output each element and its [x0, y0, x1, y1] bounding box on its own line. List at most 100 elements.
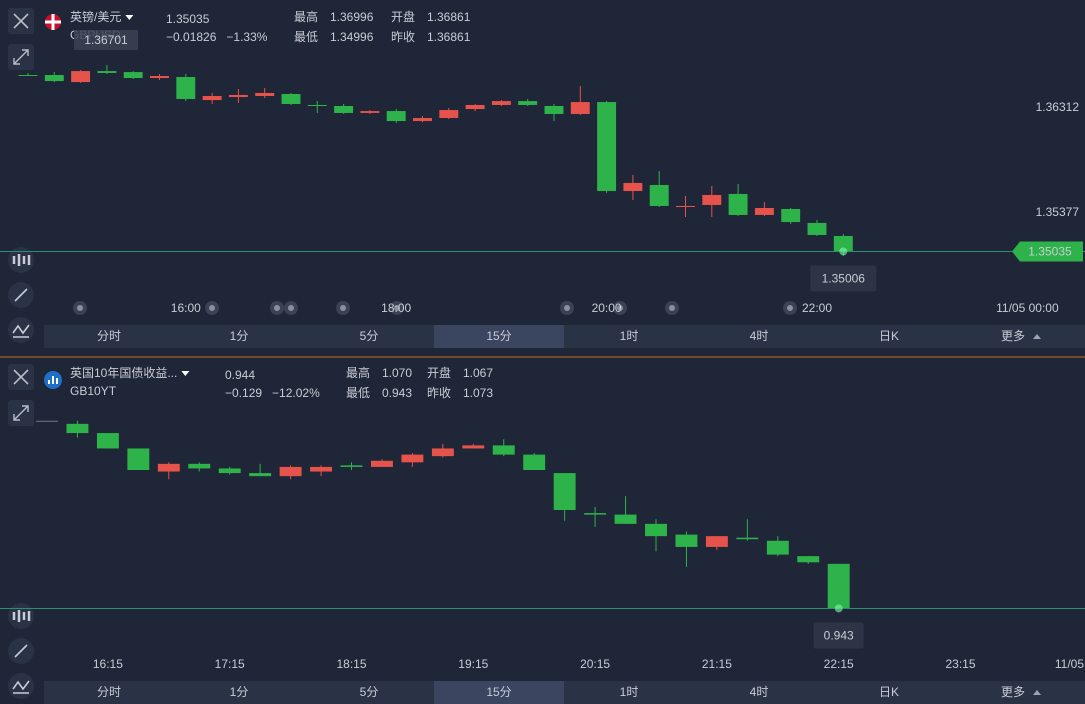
candle-body — [228, 94, 248, 98]
panel: 英国10年国债收益... GB10YT 0.944 −0.129 −12.02% 最高 1.… — [0, 364, 1085, 704]
candle-body — [44, 74, 64, 82]
price: 0.944 — [225, 368, 255, 382]
x-tick-label: 20:00 — [592, 301, 622, 315]
candle-body — [123, 72, 143, 79]
tool-button[interactable] — [8, 603, 34, 629]
tab[interactable]: 更多 — [1001, 685, 1025, 699]
tab[interactable]: 日K — [879, 329, 899, 343]
tab[interactable]: 更多 — [1001, 329, 1025, 343]
y-tick-label: 1.36312 — [1036, 100, 1080, 114]
stat-value: 1.067 — [463, 366, 493, 380]
tab[interactable]: 分时 — [97, 329, 121, 343]
candle-body — [188, 463, 211, 469]
dropdown-caret[interactable] — [125, 15, 134, 20]
candle-body — [623, 182, 643, 192]
candle-body — [833, 235, 853, 252]
candle-body — [797, 556, 820, 563]
stat-label: 开盘 — [427, 365, 451, 380]
candle-body — [766, 540, 789, 555]
instrument-name[interactable]: 英国10年国债收益... — [70, 366, 177, 380]
dropdown-caret[interactable] — [181, 371, 190, 376]
x-tick-label: 11/05 — [1055, 657, 1084, 671]
candle-body — [127, 448, 150, 470]
stat-label: 昨收 — [427, 386, 451, 400]
candle-body — [827, 563, 850, 609]
tab[interactable]: 1时 — [620, 329, 639, 343]
event-marker-dot — [209, 305, 215, 311]
stat-value: 1.073 — [463, 386, 493, 400]
tab[interactable]: 1分 — [230, 685, 249, 699]
event-marker-dot — [564, 305, 570, 311]
candle-body — [492, 445, 515, 455]
panel: 英镑/美元GBPUSD1.35035−0.01826−1.33%最高1.3699… — [0, 8, 1085, 348]
candle-body — [413, 118, 432, 122]
candle-body — [676, 205, 695, 207]
close-icon — [13, 369, 29, 385]
candle-body — [702, 194, 722, 205]
tool-icon — [14, 644, 28, 658]
x-tick-label: 17:15 — [215, 657, 245, 671]
candle-body — [96, 433, 119, 449]
candle-body — [71, 71, 91, 83]
cursor-label-box — [810, 265, 877, 292]
event-marker-dot — [77, 305, 83, 311]
instrument-name[interactable]: 英镑/美元 — [70, 9, 121, 24]
candle-body — [491, 101, 511, 105]
tab-bar — [44, 681, 1085, 704]
stat-value: 1.36861 — [427, 10, 471, 24]
expand-icon — [13, 405, 29, 421]
candle-body — [781, 209, 801, 223]
stat-value: 1.34996 — [330, 30, 374, 44]
stat-label: 最高 — [346, 365, 370, 380]
x-tick-label: 19:15 — [458, 657, 488, 671]
x-tick-label: 16:00 — [171, 301, 201, 315]
tool-button[interactable] — [8, 247, 34, 273]
candle-body — [176, 77, 196, 100]
tab[interactable]: 15分 — [486, 685, 511, 699]
crosshair-label-box — [74, 30, 138, 50]
change: −0.01826 — [166, 30, 217, 44]
event-marker-dot — [669, 305, 675, 311]
tool-icon — [12, 254, 31, 266]
candle-body — [736, 537, 759, 540]
event-marker-dot — [274, 305, 280, 311]
tab-active — [434, 325, 564, 348]
tab[interactable]: 1分 — [230, 329, 249, 343]
price-tag — [1012, 241, 1083, 262]
tab[interactable]: 日K — [879, 685, 899, 699]
candle-body — [334, 105, 354, 113]
stat-value: 1.36996 — [330, 10, 374, 24]
candle-body — [255, 92, 275, 97]
tab[interactable]: 15分 — [486, 329, 511, 343]
tool-icon — [14, 288, 28, 302]
toolbar — [8, 8, 34, 343]
candle-body — [307, 104, 327, 106]
candle-body — [340, 465, 363, 467]
tab[interactable]: 5分 — [360, 685, 379, 699]
bond-bars — [48, 376, 58, 384]
tab[interactable]: 4时 — [750, 685, 769, 699]
stat-label: 最高 — [294, 9, 318, 24]
cursor-label: 0.943 — [824, 629, 854, 643]
event-marker-dot — [394, 305, 400, 311]
candle-body — [36, 420, 58, 422]
y-tick-label: 1.35377 — [1036, 205, 1080, 219]
tab[interactable]: 1时 — [620, 685, 639, 699]
tab[interactable]: 分时 — [97, 685, 121, 699]
candle-body — [202, 96, 222, 101]
tab[interactable]: 4时 — [750, 329, 769, 343]
candle-body — [570, 102, 590, 114]
stat-value: 0.943 — [382, 386, 412, 400]
candle-body — [584, 513, 607, 515]
candle-body — [675, 534, 698, 547]
crosshair-label: 1.36701 — [84, 33, 128, 47]
stat-value: 1.36861 — [427, 30, 471, 44]
candle-body — [553, 473, 576, 510]
tab[interactable]: 5分 — [360, 329, 379, 343]
candle-body — [645, 523, 667, 537]
candle-body — [523, 454, 546, 470]
candle-body — [728, 193, 748, 215]
tab-bar — [44, 325, 1085, 348]
stat-label: 最低 — [294, 30, 318, 44]
